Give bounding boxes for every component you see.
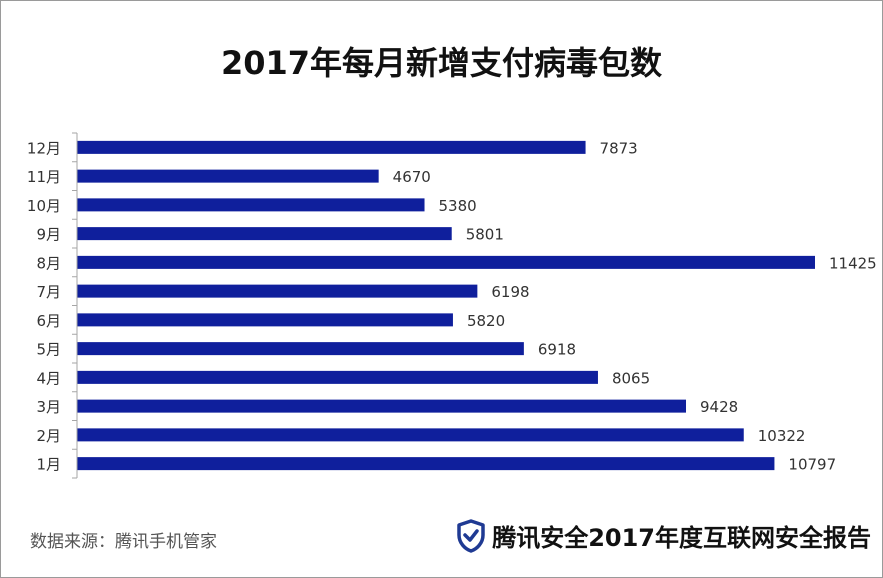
- category-label: 10月: [27, 197, 61, 215]
- bar: [77, 255, 815, 269]
- value-label: 5380: [439, 197, 477, 215]
- value-label: 4670: [393, 168, 431, 186]
- value-label: 10322: [758, 427, 806, 445]
- value-label: 6918: [538, 341, 576, 359]
- bar: [77, 370, 598, 384]
- value-label: 5801: [466, 226, 504, 244]
- category-label: 12月: [27, 139, 61, 157]
- category-label: 4月: [36, 369, 61, 387]
- category-label: 11月: [27, 168, 61, 186]
- value-label: 8065: [612, 369, 650, 387]
- bar: [77, 457, 775, 471]
- chart-title: 2017年每月新增支付病毒包数: [220, 44, 663, 82]
- brand-text: 腾讯安全2017年度互联网安全报告: [492, 524, 871, 552]
- value-label: 10797: [788, 456, 836, 474]
- category-label: 7月: [36, 283, 61, 301]
- bar: [77, 198, 425, 212]
- value-label: 5820: [467, 312, 505, 330]
- data-source: 数据来源：腾讯手机管家: [30, 532, 217, 552]
- bar: [77, 428, 744, 442]
- category-label: 5月: [36, 341, 61, 359]
- category-label: 9月: [36, 226, 61, 244]
- category-label: 1月: [36, 456, 61, 474]
- brand-footer: 腾讯安全2017年度互联网安全报告: [456, 518, 871, 553]
- category-label: 3月: [36, 398, 61, 416]
- bar: [77, 313, 453, 327]
- category-label: 2月: [36, 427, 61, 445]
- bar: [77, 227, 452, 241]
- bar: [77, 284, 478, 298]
- value-label: 6198: [491, 283, 529, 301]
- bar: [77, 342, 524, 356]
- bar: [77, 399, 687, 413]
- shield-check-icon: [457, 518, 485, 553]
- bar: [77, 140, 586, 154]
- value-label: 11425: [829, 254, 877, 272]
- value-label: 9428: [700, 398, 738, 416]
- category-label: 8月: [36, 254, 61, 272]
- value-label: 7873: [600, 139, 638, 157]
- category-label: 6月: [36, 312, 61, 330]
- bar: [77, 169, 379, 183]
